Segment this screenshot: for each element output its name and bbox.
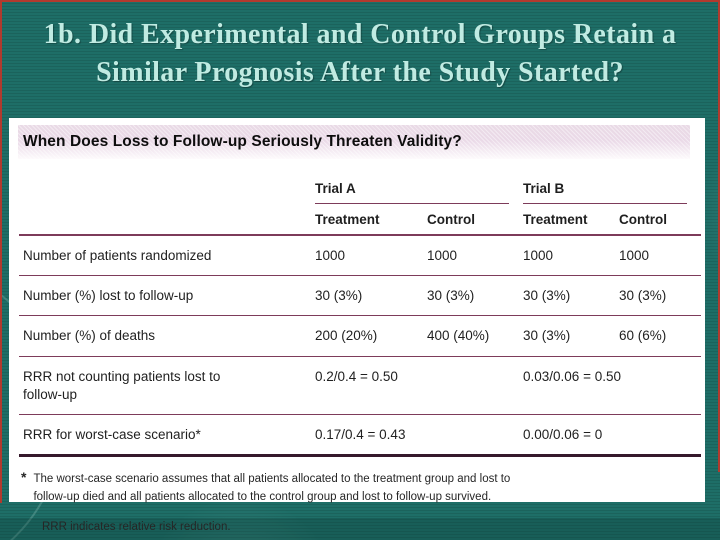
cell-value: 1000: [523, 235, 620, 277]
column-header-row: Treatment Control Treatment Control: [19, 204, 702, 236]
slide-border-top: [0, 0, 720, 2]
cell-value: 30 (3%): [315, 275, 427, 317]
column-header-spacer: [19, 204, 315, 236]
cell-value: 30 (3%): [523, 315, 620, 357]
results-table: Trial A Trial B Treatment Control Treatm…: [19, 167, 702, 458]
content-panel: When Does Loss to Follow-up Seriously Th…: [9, 118, 705, 533]
table-body: Number of patients randomized 1000 1000 100…: [19, 235, 702, 458]
footnote-worst-case: * The worst-case scenario assumes that a…: [21, 469, 705, 506]
footnote-rrr-definition: RRR indicates relative risk reduction.: [42, 520, 231, 533]
group-header-label: Trial B: [523, 181, 688, 204]
table-row: RRR not counting patients lost to follow…: [19, 356, 702, 416]
cell-value: 200 (20%): [315, 315, 427, 357]
column-header-treatment-a: Treatment: [315, 204, 427, 236]
group-header-spacer: [19, 167, 315, 204]
table-row: Number (%) of deaths 200 (20%) 400 (40%) 30…: [19, 315, 702, 357]
table-heading-band: When Does Loss to Follow-up Seriously Th…: [18, 125, 690, 159]
table-heading: When Does Loss to Follow-up Seriously Th…: [23, 133, 462, 150]
row-label: Number of patients randomized: [19, 235, 315, 277]
slide-title-line2: Similar Prognosis After the Study Starte…: [96, 57, 624, 88]
cell-value: 0.03/0.06 = 0.50: [523, 356, 702, 416]
cell-value: 1000: [427, 235, 524, 277]
group-header-row: Trial A Trial B: [19, 167, 701, 204]
table-row: RRR for worst-case scenario* 0.17/0.4 = 0…: [19, 414, 702, 458]
footer-band: [0, 518, 720, 540]
footnotes: * The worst-case scenario assumes that a…: [21, 469, 705, 535]
slide-border-left: [0, 0, 2, 503]
cell-value: 400 (40%): [427, 315, 524, 357]
cell-value: 1000: [619, 235, 702, 277]
cell-value: 0.17/0.4 = 0.43: [315, 414, 524, 458]
cell-value: 30 (3%): [427, 275, 524, 317]
row-label: Number (%) of deaths: [19, 315, 315, 357]
table-row: Number (%) lost to follow-up 30 (3%) 30 (3…: [19, 275, 702, 317]
cell-value: 30 (3%): [619, 275, 702, 317]
group-header-trial-a: Trial A: [315, 167, 523, 204]
table-row: Number of patients randomized 1000 1000 100…: [19, 235, 702, 277]
cell-value: 60 (6%): [619, 315, 702, 357]
cell-value: 1000: [315, 235, 427, 277]
cell-value: 0.2/0.4 = 0.50: [315, 356, 524, 416]
group-header-trial-b: Trial B: [523, 167, 701, 204]
row-label: RRR not counting patients lost to follow…: [19, 356, 315, 416]
row-label: Number (%) lost to follow-up: [19, 275, 315, 317]
column-header-treatment-b: Treatment: [523, 204, 620, 236]
asterisk-marker: *: [21, 469, 27, 486]
cell-value: 0.00/0.06 = 0: [523, 414, 702, 458]
row-label: RRR for worst-case scenario*: [19, 414, 315, 458]
cell-value: 30 (3%): [523, 275, 620, 317]
column-header-control-b: Control: [619, 204, 702, 236]
slide-title-line1: 1b. Did Experimental and Control Groups …: [43, 19, 677, 50]
column-header-control-a: Control: [427, 204, 524, 236]
footnote-worst-case-text: The worst-case scenario assumes that all…: [33, 473, 511, 503]
slide-border-right: [718, 0, 720, 472]
slide-title: 1b. Did Experimental and Control Groups …: [0, 16, 720, 92]
group-header-label: Trial A: [315, 181, 510, 204]
